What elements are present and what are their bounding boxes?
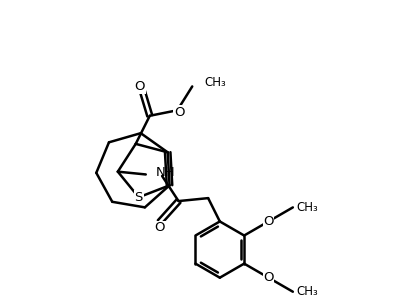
Text: S: S: [135, 191, 143, 204]
Text: CH₃: CH₃: [297, 201, 318, 214]
Text: O: O: [263, 215, 274, 228]
Text: O: O: [174, 106, 185, 119]
Text: O: O: [135, 80, 145, 93]
Text: CH₃: CH₃: [297, 285, 318, 298]
Text: O: O: [154, 221, 165, 234]
Text: CH₃: CH₃: [204, 76, 226, 89]
Text: NH: NH: [156, 166, 175, 179]
Text: O: O: [263, 271, 274, 284]
